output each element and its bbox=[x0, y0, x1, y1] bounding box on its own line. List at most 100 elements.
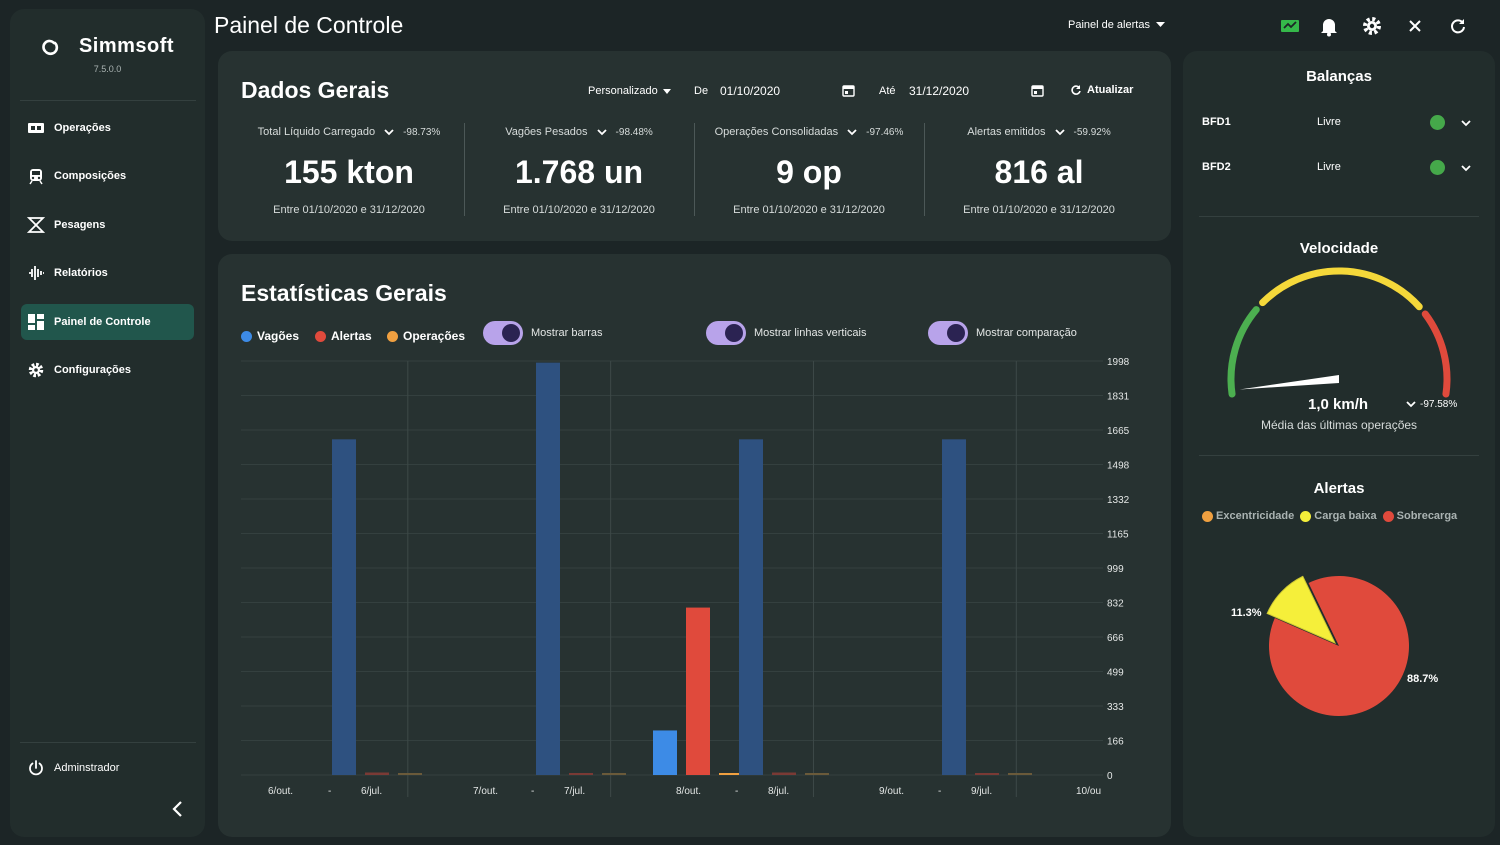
from-date-input[interactable]: 01/10/2020 bbox=[720, 84, 781, 98]
stat-percent: -59.92% bbox=[1073, 126, 1111, 138]
statistics-bar-chart: 1998 1831 1665 1498 1332 1165 999 832 666 499 333 1… bbox=[241, 357, 1130, 797]
power-icon bbox=[29, 760, 43, 776]
reports-icon bbox=[29, 266, 44, 280]
x-tick-label: 9/out. bbox=[879, 786, 904, 797]
scale-status-indicator bbox=[1430, 115, 1445, 130]
operations-icon bbox=[28, 123, 44, 133]
chevron-down-icon[interactable] bbox=[1054, 128, 1065, 136]
settings-icon[interactable] bbox=[1361, 15, 1383, 37]
pie-label: 88.7% bbox=[1407, 673, 1438, 685]
bell-icon[interactable] bbox=[1318, 15, 1340, 37]
y-tick-label: 1332 bbox=[1107, 495, 1130, 506]
legend-dot bbox=[1300, 510, 1312, 522]
sidebar-item-label: Relatórios bbox=[54, 267, 108, 279]
speed-percent: -97.58% bbox=[1420, 399, 1458, 410]
legend-alertas[interactable]: Alertas bbox=[315, 329, 372, 343]
legend-label: Alertas bbox=[331, 329, 372, 343]
stat-label: Alertas emitidos bbox=[967, 126, 1046, 138]
bar-alertas bbox=[365, 772, 389, 775]
reload-icon[interactable] bbox=[1447, 15, 1469, 37]
chevron-down-icon[interactable] bbox=[1460, 162, 1472, 174]
to-date-input[interactable]: 31/12/2020 bbox=[909, 84, 970, 98]
x-tick-label: 9/jul. bbox=[971, 786, 992, 797]
sidebar: Simmsoft 7.5.0.0 Operações Composições P… bbox=[10, 9, 205, 837]
y-tick-label: 499 bbox=[1107, 668, 1124, 679]
gauge-arc bbox=[1227, 306, 1260, 398]
general-statistics-panel: Estatísticas Gerais Vagões Alertas Opera… bbox=[218, 254, 1171, 837]
bar-vagões bbox=[536, 362, 560, 775]
user-name: Adminstrador bbox=[54, 762, 120, 774]
collapse-sidebar-icon[interactable] bbox=[168, 798, 188, 820]
toggle-show-comparison-label: Mostrar comparação bbox=[976, 327, 1077, 339]
x-tick-label: - bbox=[328, 786, 331, 797]
sidebar-item-label: Operações bbox=[54, 122, 111, 134]
legend-dot bbox=[387, 330, 398, 342]
x-tick-label: - bbox=[531, 786, 534, 797]
gauge-arc bbox=[1259, 267, 1423, 311]
x-tick-label: 7/jul. bbox=[564, 786, 585, 797]
simmsoft-logo-icon bbox=[42, 39, 59, 55]
sidebar-item-operacoes[interactable]: Operações bbox=[21, 110, 194, 146]
sidebar-item-composicoes[interactable]: Composições bbox=[21, 158, 194, 194]
chevron-down-icon[interactable] bbox=[384, 128, 394, 136]
stat-total-liquido: Total Líquido Carregado -98.73% 155 kton … bbox=[235, 121, 463, 221]
close-icon[interactable] bbox=[1404, 15, 1426, 37]
balancas-title: Balanças bbox=[1306, 68, 1372, 85]
toggle-show-bars[interactable] bbox=[483, 321, 523, 345]
sidebar-item-label: Painel de Controle bbox=[54, 316, 151, 328]
stat-divider bbox=[694, 123, 695, 216]
legend-vagoes[interactable]: Vagões bbox=[241, 329, 299, 343]
to-label: Até bbox=[879, 85, 896, 97]
chevron-down-icon[interactable] bbox=[1460, 117, 1472, 129]
legend-operacoes[interactable]: Operações bbox=[387, 329, 465, 343]
alerts-panel-dropdown[interactable]: Painel de alertas bbox=[1068, 19, 1165, 31]
stat-range: Entre 01/10/2020 e 31/12/2020 bbox=[963, 204, 1115, 216]
bar-operações bbox=[602, 773, 626, 775]
legend-carga-baixa[interactable]: Carga baixa bbox=[1300, 510, 1377, 522]
x-tick-label: 8/out. bbox=[676, 786, 701, 797]
y-tick-label: 166 bbox=[1107, 737, 1124, 748]
scale-icon bbox=[27, 217, 45, 233]
sidebar-item-pesagens[interactable]: Pesagens bbox=[21, 207, 194, 243]
brand: Simmsoft 7.5.0.0 bbox=[10, 35, 205, 74]
bar-operações bbox=[398, 773, 422, 775]
alerts-panel-label: Painel de alertas bbox=[1068, 19, 1150, 31]
logout-button[interactable]: Adminstrador bbox=[21, 750, 194, 786]
chevron-down-icon[interactable] bbox=[1406, 401, 1416, 408]
legend-label: Sobrecarga bbox=[1396, 510, 1458, 522]
y-tick-label: 1998 bbox=[1107, 357, 1130, 368]
bar-operações bbox=[805, 773, 829, 775]
calendar-icon[interactable] bbox=[1031, 84, 1044, 97]
refresh-button[interactable]: Atualizar bbox=[1070, 84, 1133, 96]
period-dropdown[interactable]: Personalizado bbox=[588, 85, 671, 97]
legend-excentricidade[interactable]: Excentricidade bbox=[1202, 510, 1294, 522]
y-tick-label: 666 bbox=[1107, 633, 1124, 644]
connection-status-icon[interactable] bbox=[1279, 15, 1301, 37]
caret-down-icon bbox=[662, 88, 671, 94]
legend-sobrecarga[interactable]: Sobrecarga bbox=[1382, 510, 1458, 522]
sidebar-item-configuracoes[interactable]: Configurações bbox=[21, 352, 194, 388]
y-tick-label: 832 bbox=[1107, 599, 1124, 610]
train-icon bbox=[29, 169, 43, 185]
sidebar-item-relatorios[interactable]: Relatórios bbox=[21, 255, 194, 291]
toggle-show-vertical-lines-label: Mostrar linhas verticais bbox=[754, 327, 867, 339]
stat-vagoes-pesados: Vagões Pesados -98.48% 1.768 un Entre 01/… bbox=[465, 121, 693, 221]
stat-divider bbox=[464, 123, 465, 216]
alertas-title: Alertas bbox=[1313, 480, 1365, 497]
toggle-show-comparison[interactable] bbox=[928, 321, 968, 345]
sidebar-item-label: Pesagens bbox=[54, 219, 106, 231]
stat-label: Vagões Pesados bbox=[505, 126, 588, 138]
sidebar-item-painel-de-controle[interactable]: Painel de Controle bbox=[21, 304, 194, 340]
y-tick-label: 1665 bbox=[1107, 426, 1130, 437]
stat-operacoes-consolidadas: Operações Consolidadas -97.46% 9 op Entre… bbox=[695, 121, 923, 221]
y-tick-label: 1831 bbox=[1107, 392, 1130, 403]
pie-slice-sobrecarga bbox=[1269, 576, 1409, 716]
calendar-icon[interactable] bbox=[842, 84, 855, 97]
speed-gauge bbox=[1227, 267, 1451, 398]
x-tick-label: 10/ou bbox=[1076, 786, 1101, 797]
chevron-down-icon[interactable] bbox=[847, 128, 857, 136]
toggle-show-vertical-lines[interactable] bbox=[706, 321, 746, 345]
pie-label: 11.3% bbox=[1231, 607, 1262, 619]
chevron-down-icon[interactable] bbox=[596, 128, 607, 136]
stat-range: Entre 01/10/2020 e 31/12/2020 bbox=[733, 204, 885, 216]
